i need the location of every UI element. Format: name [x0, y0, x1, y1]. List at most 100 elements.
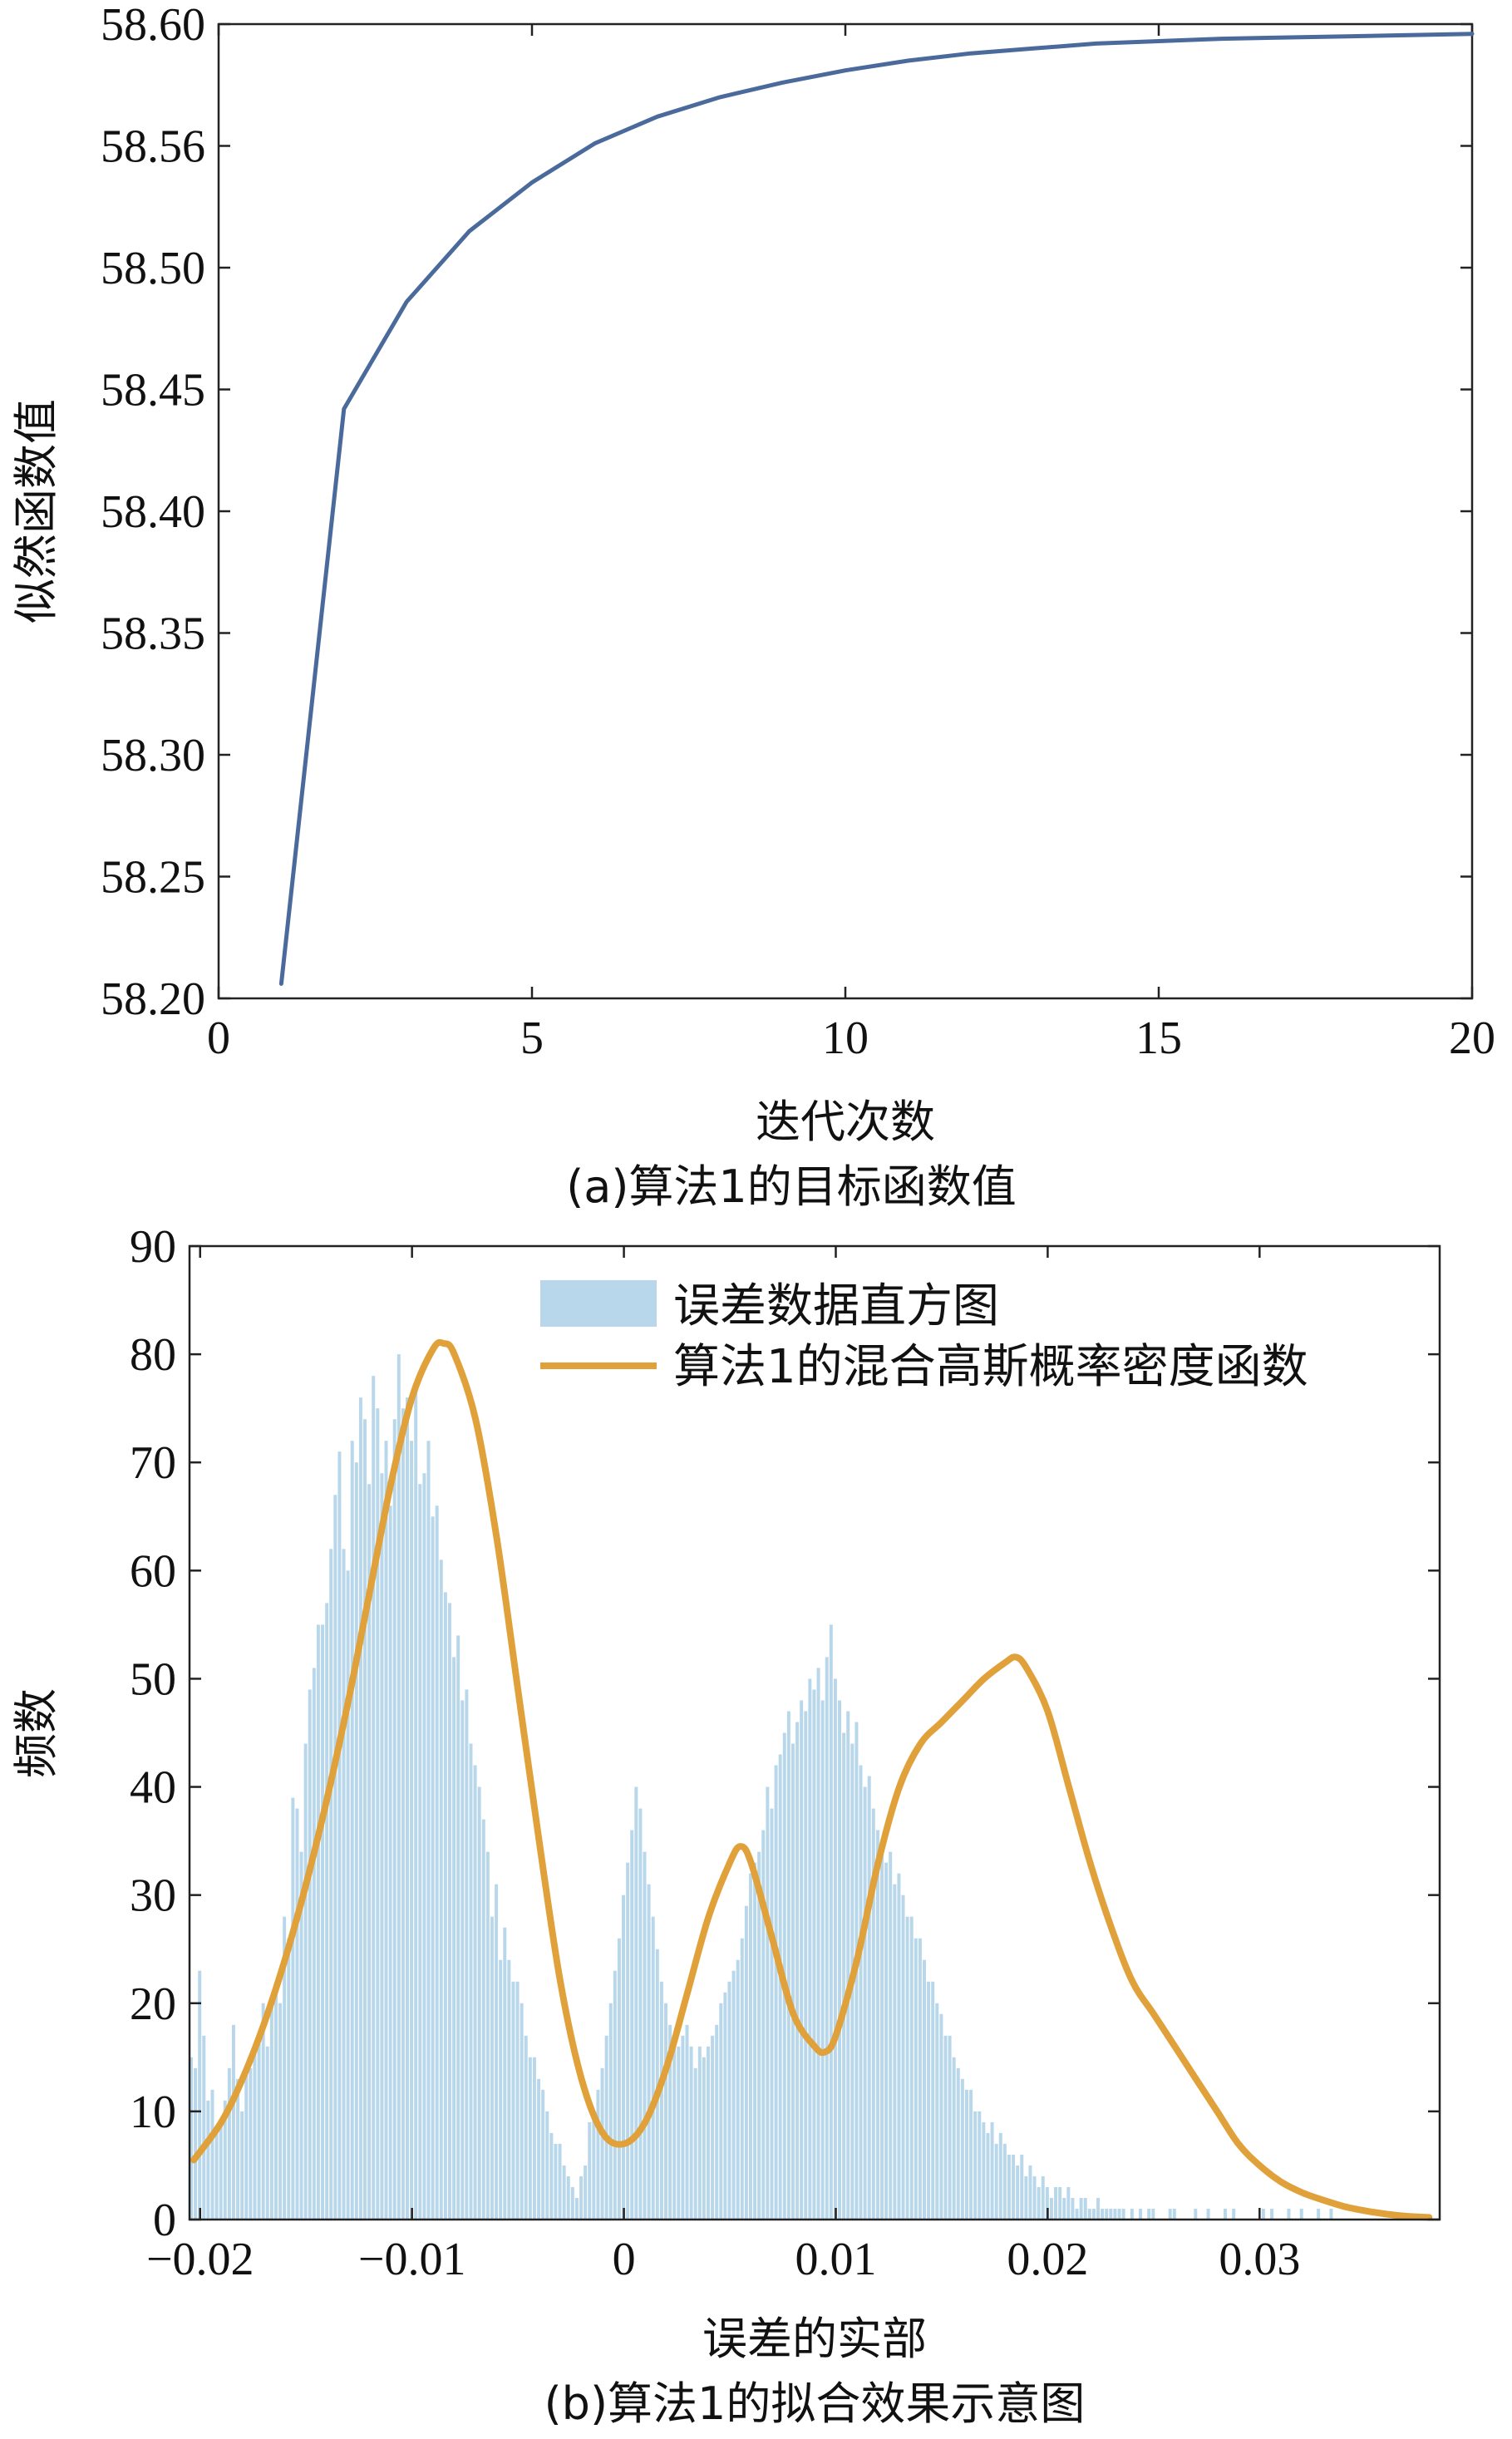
histogram-bar [346, 1570, 350, 2220]
histogram-bar [469, 1743, 473, 2220]
histogram-bar [613, 1970, 617, 2220]
chart-a-xtick-label: 15 [1135, 1013, 1182, 1064]
chart-b-xtick-label: 0.01 [795, 2234, 876, 2285]
histogram-bar [706, 2046, 710, 2220]
histogram-bar [515, 1981, 520, 2220]
histogram-bar [994, 2143, 998, 2220]
histogram-bar [392, 1419, 396, 2220]
histogram-bar [1117, 2208, 1121, 2220]
legend-histogram-swatch [540, 1280, 657, 1327]
histogram-bar [1232, 2208, 1236, 2220]
histogram-bar [711, 2035, 715, 2220]
histogram-bar [1139, 2208, 1142, 2220]
histogram-bar [1016, 2165, 1020, 2220]
histogram-bar [418, 1484, 422, 2220]
histogram-bar [702, 2057, 706, 2220]
chart-a-ytick-label: 58.50 [101, 243, 205, 294]
histogram-bar [1105, 2208, 1109, 2220]
histogram-bar [376, 1408, 380, 2220]
chart-a-xtick-label: 5 [520, 1013, 544, 1064]
histogram-bar [1270, 2208, 1274, 2220]
histogram-bar [1037, 2186, 1041, 2220]
histogram-bar [1329, 2208, 1333, 2220]
histogram-bar [1206, 2208, 1210, 2220]
histogram-bar [901, 1895, 905, 2220]
chart-a-ytick-label: 58.45 [101, 365, 205, 416]
histogram-bar [1130, 2208, 1134, 2220]
histogram-bar [875, 1830, 879, 2220]
histogram-bar [744, 1905, 748, 2220]
histogram-bar [520, 2003, 524, 2220]
histogram-bar [422, 1473, 426, 2220]
histogram-bar [566, 2175, 570, 2220]
histogram-bar [1168, 2208, 1172, 2220]
histogram-bar [528, 2057, 532, 2220]
histogram-bar [774, 1765, 778, 2220]
histogram-bar [265, 2046, 269, 2220]
histogram-bar [863, 1786, 867, 2220]
histogram-bar [736, 1959, 740, 2220]
histogram-bar [465, 1689, 469, 2220]
chart-b-xtick-label: −0.02 [146, 2234, 254, 2285]
histogram-bar [579, 2175, 584, 2220]
chart-a-caption: (a)算法1的目标函数值 [566, 1160, 1017, 1213]
histogram-bar [998, 2132, 1002, 2220]
histogram-bar [715, 2024, 719, 2220]
histogram-bar [223, 2100, 227, 2220]
histogram-bar [659, 1981, 663, 2220]
histogram-bar [410, 1441, 414, 2220]
histogram-bar [1083, 2197, 1087, 2220]
histogram-bar [329, 1549, 333, 2220]
chart-b-ytick-label: 90 [130, 1221, 176, 1273]
histogram-bar [608, 2003, 613, 2220]
histogram-bar [905, 1916, 909, 2220]
chart-b-ytick-label: 50 [130, 1653, 176, 1705]
histogram-bar [401, 1408, 405, 2220]
histogram-bar [384, 1441, 388, 2220]
histogram-bar [1028, 2165, 1032, 2220]
histogram-bar [1151, 2208, 1155, 2220]
histogram-bar [990, 2121, 994, 2220]
histogram-bar [1058, 2186, 1062, 2220]
histogram-bar [859, 1765, 863, 2220]
histogram-bar [808, 1678, 812, 2220]
histogram-bar [456, 1635, 460, 2220]
chart-a-ytick-label: 58.35 [101, 609, 205, 660]
histogram-bar [1012, 2154, 1016, 2220]
chart-b-ytick-label: 80 [130, 1329, 176, 1381]
histogram-bar [697, 2046, 702, 2220]
histogram-bar [914, 1938, 918, 2220]
histogram-bar [431, 1516, 435, 2220]
histogram-bar [485, 1851, 490, 2220]
chart-a-ytick-label: 58.40 [101, 486, 205, 538]
histogram-bar [630, 1830, 634, 2220]
histogram-bar [664, 2003, 667, 2220]
histogram-bar [647, 1884, 651, 2220]
chart-a-ytick-label: 58.56 [101, 121, 205, 173]
histogram-bar [812, 1689, 816, 2220]
chart-b: −0.02 −0.01 0 0.01 0.02 0.03 0 10 20 30 40 50 60 70 80… [10, 1221, 1441, 2430]
chart-a-xtick-label: 20 [1449, 1013, 1495, 1064]
histogram-bar [638, 1808, 643, 2220]
histogram-bar [1109, 2208, 1113, 2220]
chart-b-xtick-label: 0 [613, 2234, 636, 2285]
histogram-bar [333, 1495, 337, 2220]
histogram-bar [396, 1354, 401, 2220]
chart-a-ytick-label: 58.60 [101, 0, 205, 51]
histogram-bar [325, 1603, 329, 2220]
chart-a-ytick-label: 58.25 [101, 852, 205, 904]
histogram-bar [206, 2100, 210, 2220]
histogram-bar [448, 1603, 451, 2220]
chart-b-ytick-label: 10 [130, 2087, 176, 2138]
histogram-bar [1091, 2208, 1096, 2220]
histogram-bar [354, 1462, 358, 2220]
histogram-bar [689, 2046, 693, 2220]
histogram-bar [723, 1992, 727, 2220]
histogram-bar [388, 1505, 392, 2220]
chart-a-ytick-label: 58.20 [101, 973, 205, 1025]
histogram-bar [414, 1387, 418, 2220]
histogram-bar [909, 1916, 914, 2220]
histogram-bar [337, 1451, 342, 2220]
histogram-bar [499, 1959, 503, 2220]
histogram-bar [643, 1851, 647, 2220]
